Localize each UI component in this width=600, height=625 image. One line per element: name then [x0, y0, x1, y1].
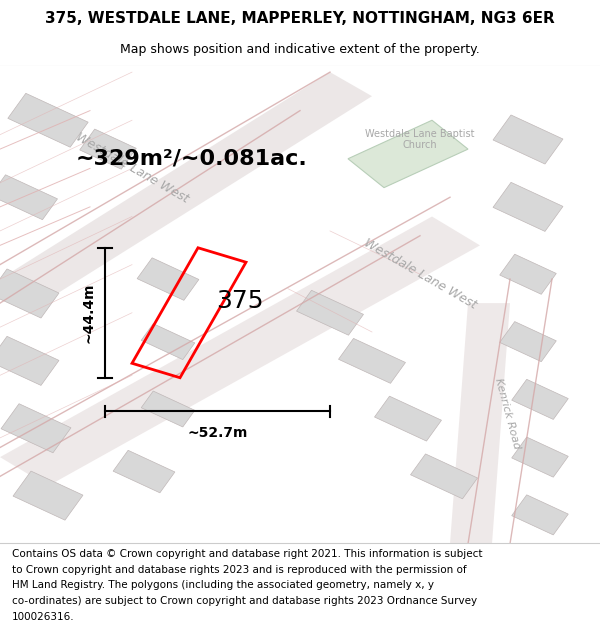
Text: Westdale Lane Baptist
Church: Westdale Lane Baptist Church [365, 129, 475, 150]
Polygon shape [0, 269, 59, 318]
Polygon shape [512, 495, 568, 535]
Text: co-ordinates) are subject to Crown copyright and database rights 2023 Ordnance S: co-ordinates) are subject to Crown copyr… [12, 596, 477, 606]
Polygon shape [410, 454, 478, 499]
Polygon shape [1, 404, 71, 452]
Text: Map shows position and indicative extent of the property.: Map shows position and indicative extent… [120, 42, 480, 56]
Polygon shape [493, 182, 563, 231]
Polygon shape [141, 391, 195, 427]
Polygon shape [500, 254, 556, 294]
Text: ~44.4m: ~44.4m [81, 282, 95, 343]
Text: 375: 375 [216, 289, 264, 312]
Text: ~52.7m: ~52.7m [187, 426, 248, 440]
Text: 375, WESTDALE LANE, MAPPERLEY, NOTTINGHAM, NG3 6ER: 375, WESTDALE LANE, MAPPERLEY, NOTTINGHA… [45, 11, 555, 26]
Polygon shape [348, 120, 468, 188]
Polygon shape [137, 258, 199, 300]
Polygon shape [0, 336, 59, 386]
Polygon shape [0, 175, 58, 220]
Polygon shape [296, 290, 364, 335]
Polygon shape [80, 129, 136, 169]
Polygon shape [512, 437, 568, 477]
Polygon shape [113, 451, 175, 493]
Text: 100026316.: 100026316. [12, 611, 74, 621]
Text: to Crown copyright and database rights 2023 and is reproduced with the permissio: to Crown copyright and database rights 2… [12, 564, 467, 574]
Text: Contains OS data © Crown copyright and database right 2021. This information is : Contains OS data © Crown copyright and d… [12, 549, 482, 559]
Polygon shape [141, 324, 195, 359]
Polygon shape [493, 115, 563, 164]
Polygon shape [13, 471, 83, 520]
Text: ~329m²/~0.081ac.: ~329m²/~0.081ac. [76, 149, 308, 169]
Polygon shape [8, 93, 88, 148]
Polygon shape [338, 338, 406, 383]
Text: HM Land Registry. The polygons (including the associated geometry, namely x, y: HM Land Registry. The polygons (includin… [12, 580, 434, 590]
Polygon shape [0, 72, 372, 303]
Text: Kenrick Road: Kenrick Road [493, 378, 521, 451]
Polygon shape [512, 379, 568, 419]
Text: Westdale Lane West: Westdale Lane West [73, 131, 191, 206]
Polygon shape [0, 216, 480, 486]
Polygon shape [450, 303, 510, 544]
Polygon shape [500, 322, 556, 362]
Polygon shape [374, 396, 442, 441]
Text: Westdale Lane West: Westdale Lane West [361, 237, 479, 312]
